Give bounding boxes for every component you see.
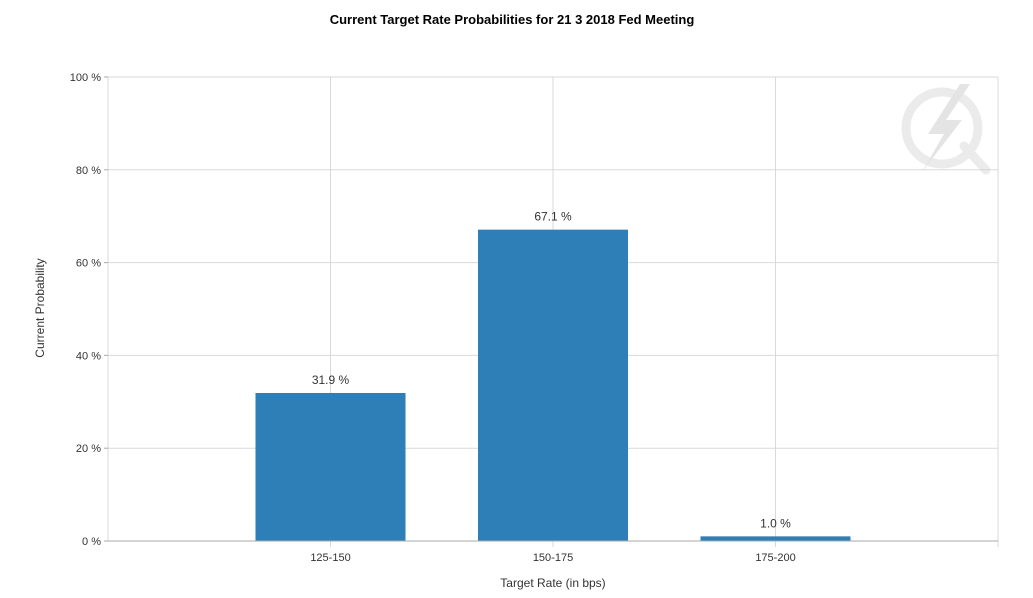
bar-125-150: [255, 392, 406, 541]
y-tick-label: 40 %: [76, 350, 101, 362]
data-label-150-175: 67.1 %: [534, 210, 572, 224]
bar-150-175: [478, 229, 628, 541]
data-label-175-200: 1.0 %: [760, 516, 791, 530]
y-tick-label: 20 %: [76, 443, 101, 455]
y-axis-title: Current Probability: [33, 258, 47, 357]
chart-title: Current Target Rate Probabilities for 21…: [330, 12, 695, 27]
x-tick-label-150-175: 150-175: [533, 552, 573, 564]
x-tick-label-125-150: 125-150: [310, 552, 350, 564]
y-tick-label: 80 %: [76, 165, 101, 177]
data-label-125-150: 31.9 %: [312, 373, 350, 387]
y-tick-label: 100 %: [70, 72, 101, 84]
x-tick-label-175-200: 175-200: [755, 552, 795, 564]
lightning-q-logo-icon: [901, 84, 991, 175]
bar-175-200: [700, 536, 851, 541]
y-tick-label: 60 %: [76, 258, 101, 270]
y-tick-label: 0 %: [82, 536, 101, 548]
x-axis-title: Target Rate (in bps): [500, 576, 605, 590]
